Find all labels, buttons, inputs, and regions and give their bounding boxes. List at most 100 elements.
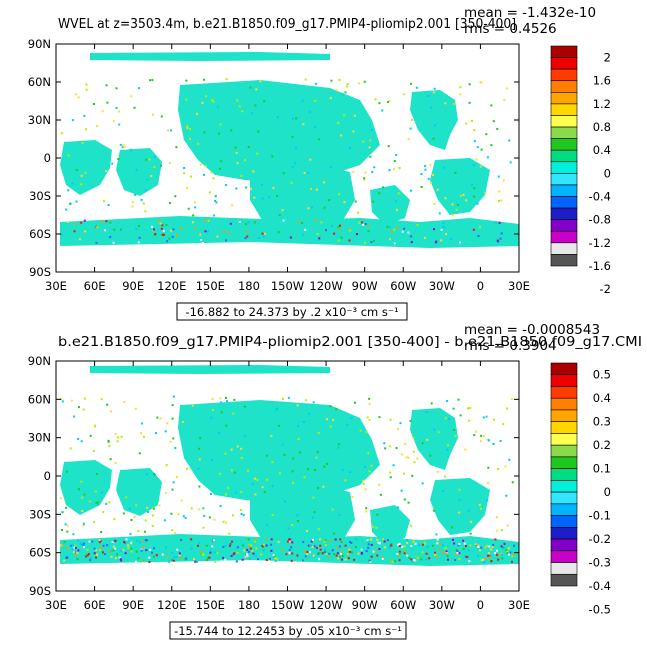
field-speckle [220, 401, 223, 404]
field-speckle [462, 193, 465, 196]
field-speckle [302, 541, 305, 544]
field-speckle [443, 226, 446, 229]
field-speckle [100, 530, 103, 533]
field-speckle [315, 188, 318, 191]
field-speckle [166, 129, 169, 132]
field-speckle [119, 143, 122, 146]
field-speckle [107, 203, 110, 206]
field-speckle [211, 545, 214, 548]
field-speckle [142, 546, 145, 549]
field-speckle [198, 508, 201, 511]
y-tick-label: 90S [29, 584, 51, 598]
field-speckle [203, 173, 206, 176]
field-speckle [230, 469, 233, 472]
field-speckle [393, 228, 396, 231]
field-speckle [389, 471, 392, 474]
field-speckle [473, 195, 476, 198]
field-speckle [490, 144, 493, 147]
field-speckle [257, 236, 260, 239]
field-speckle [278, 472, 281, 475]
field-speckle [338, 545, 341, 548]
field-speckle [493, 418, 496, 421]
field-speckle [390, 542, 393, 545]
field-speckle [495, 529, 498, 532]
field-speckle [89, 559, 92, 562]
field-speckle [363, 177, 366, 180]
field-speckle [382, 186, 385, 189]
field-speckle [122, 512, 125, 515]
field-speckle [388, 100, 391, 103]
field-speckle [495, 221, 498, 224]
field-speckle [240, 490, 243, 493]
field-speckle [425, 552, 428, 555]
field-speckle [83, 114, 86, 117]
field-speckle [116, 553, 119, 556]
field-speckle [450, 238, 453, 241]
field-speckle [337, 443, 340, 446]
field-speckle [140, 549, 143, 552]
field-speckle [354, 546, 357, 549]
field-speckle [103, 553, 106, 556]
field-speckle [80, 183, 83, 186]
field-speckle [406, 538, 409, 541]
field-speckle [306, 171, 309, 174]
field-speckle [272, 187, 275, 190]
field-speckle [429, 454, 432, 457]
field-speckle [398, 543, 401, 546]
colorbar-swatch [550, 173, 578, 186]
field-speckle [453, 428, 456, 431]
field-speckle [458, 557, 461, 560]
field-speckle [388, 169, 391, 172]
field-speckle [388, 226, 391, 229]
ocean-indian [60, 460, 112, 515]
field-speckle [87, 553, 90, 556]
ocean-atlantic-north [410, 408, 458, 470]
colorbar-swatch [550, 207, 578, 220]
field-speckle [407, 137, 410, 140]
field-speckle [412, 450, 415, 453]
field-speckle [245, 230, 248, 233]
field-speckle [274, 560, 277, 563]
field-speckle [405, 456, 408, 459]
field-speckle [77, 96, 80, 99]
field-speckle [343, 201, 346, 204]
field-speckle [368, 419, 371, 422]
field-speckle [261, 486, 264, 489]
field-speckle [329, 165, 332, 168]
field-speckle [152, 547, 155, 550]
field-speckle [290, 559, 293, 562]
field-speckle [143, 530, 146, 533]
field-speckle [291, 470, 294, 473]
field-speckle [228, 544, 231, 547]
field-speckle [120, 435, 123, 438]
field-speckle [487, 466, 490, 469]
field-speckle [263, 100, 266, 103]
field-speckle [262, 235, 265, 238]
field-speckle [374, 98, 377, 101]
field-speckle [301, 221, 304, 224]
field-speckle [273, 555, 276, 558]
field-speckle [244, 555, 247, 558]
field-speckle [480, 507, 483, 510]
field-speckle [208, 516, 211, 519]
field-speckle [337, 121, 340, 124]
field-speckle [206, 558, 209, 561]
field-speckle [67, 154, 70, 157]
field-speckle [475, 158, 478, 161]
field-speckle [67, 189, 70, 192]
field-speckle [135, 168, 138, 171]
field-speckle [271, 485, 274, 488]
field-speckle [458, 488, 461, 491]
field-speckle [349, 540, 352, 543]
field-speckle [352, 130, 355, 133]
field-speckle [337, 225, 340, 228]
field-speckle [245, 223, 248, 226]
field-speckle [186, 126, 189, 129]
field-speckle [320, 221, 323, 224]
colorbar-swatch [550, 491, 578, 505]
field-speckle [121, 146, 124, 149]
field-speckle [388, 238, 391, 241]
field-speckle [81, 496, 84, 499]
field-speckle [213, 539, 216, 542]
field-speckle [113, 518, 116, 521]
